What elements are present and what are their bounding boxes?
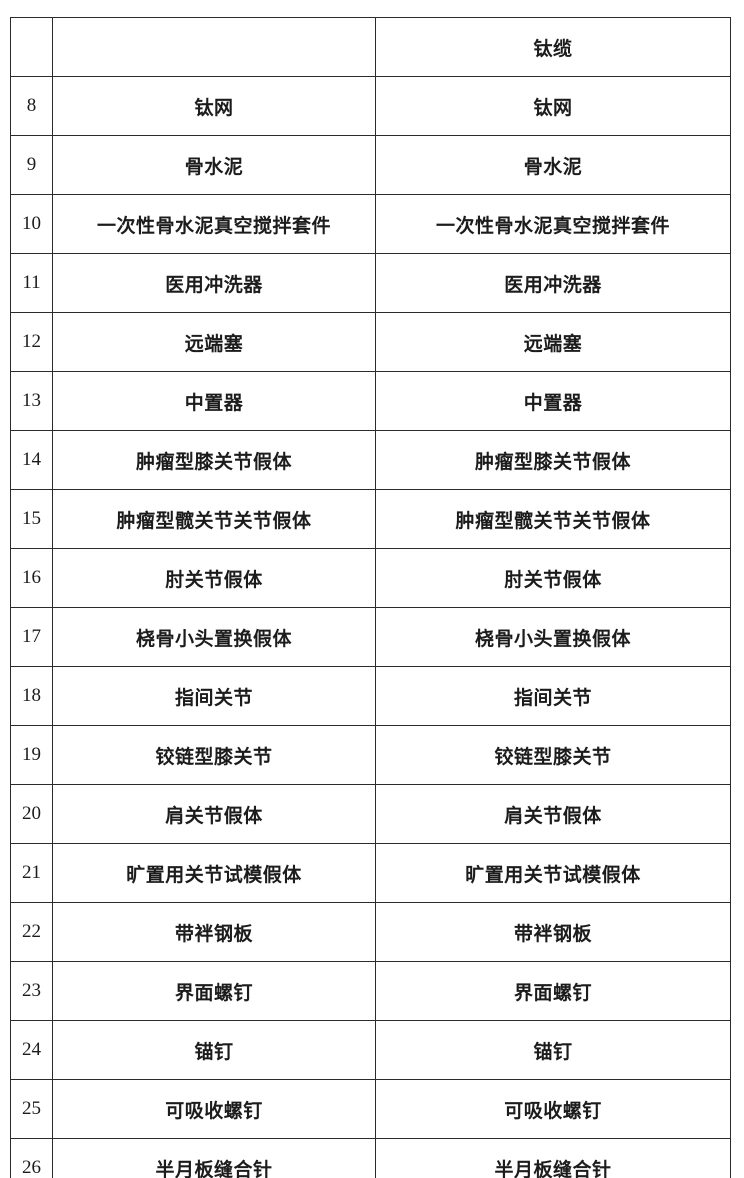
name-cell-right: 带袢钢板 <box>375 902 731 962</box>
name-cell-left: 肩关节假体 <box>52 784 376 844</box>
row-number-cell: 20 <box>10 784 53 844</box>
name-cell-right: 肘关节假体 <box>375 548 731 608</box>
name-cell-right: 界面螺钉 <box>375 961 731 1021</box>
name-cell-left: 医用冲洗器 <box>52 253 376 313</box>
name-cell-right: 钛缆 <box>375 17 731 77</box>
name-cell-left: 旷置用关节试模假体 <box>52 843 376 903</box>
table-row: 26 半月板缝合针 半月板缝合针 <box>10 1138 731 1178</box>
name-cell-right: 钛网 <box>375 76 731 136</box>
name-cell-left: 肿瘤型髋关节关节假体 <box>52 489 376 549</box>
table-row: 15 肿瘤型髋关节关节假体 肿瘤型髋关节关节假体 <box>10 489 731 549</box>
name-cell-left: 界面螺钉 <box>52 961 376 1021</box>
name-cell-right: 远端塞 <box>375 312 731 372</box>
row-number-cell: 18 <box>10 666 53 726</box>
table-row: 19 铰链型膝关节 铰链型膝关节 <box>10 725 731 785</box>
table-body: 钛缆 8 钛网 钛网 9 骨水泥 骨水泥 10 一次性骨水泥真空搅拌套件 一次性骨水泥真空搅拌套件… <box>10 17 731 1178</box>
row-number-cell: 10 <box>10 194 53 254</box>
row-number-cell: 21 <box>10 843 53 903</box>
table-row: 18 指间关节 指间关节 <box>10 666 731 726</box>
table-row: 21 旷置用关节试模假体 旷置用关节试模假体 <box>10 843 731 903</box>
name-cell-right: 肿瘤型髋关节关节假体 <box>375 489 731 549</box>
table-row: 25 可吸收螺钉 可吸收螺钉 <box>10 1079 731 1139</box>
name-cell-left: 远端塞 <box>52 312 376 372</box>
row-number-cell: 23 <box>10 961 53 1021</box>
name-cell-right: 肿瘤型膝关节假体 <box>375 430 731 490</box>
name-cell-right: 半月板缝合针 <box>375 1138 731 1178</box>
name-cell-left: 铰链型膝关节 <box>52 725 376 785</box>
name-cell-left: 可吸收螺钉 <box>52 1079 376 1139</box>
row-number-cell: 16 <box>10 548 53 608</box>
name-cell-right: 旷置用关节试模假体 <box>375 843 731 903</box>
table-row: 12 远端塞 远端塞 <box>10 312 731 372</box>
table-row: 13 中置器 中置器 <box>10 371 731 431</box>
table-row: 17 桡骨小头置换假体 桡骨小头置换假体 <box>10 607 731 667</box>
table-row: 11 医用冲洗器 医用冲洗器 <box>10 253 731 313</box>
name-cell-right: 指间关节 <box>375 666 731 726</box>
name-cell-left: 钛网 <box>52 76 376 136</box>
table-row: 16 肘关节假体 肘关节假体 <box>10 548 731 608</box>
row-number-cell <box>10 17 53 77</box>
row-number-cell: 19 <box>10 725 53 785</box>
table-row: 10 一次性骨水泥真空搅拌套件 一次性骨水泥真空搅拌套件 <box>10 194 731 254</box>
row-number-cell: 25 <box>10 1079 53 1139</box>
row-number-cell: 9 <box>10 135 53 195</box>
row-number-cell: 12 <box>10 312 53 372</box>
name-cell-left: 桡骨小头置换假体 <box>52 607 376 667</box>
table-row: 9 骨水泥 骨水泥 <box>10 135 731 195</box>
name-cell-right: 锚钉 <box>375 1020 731 1080</box>
row-number-cell: 11 <box>10 253 53 313</box>
table-row: 8 钛网 钛网 <box>10 76 731 136</box>
name-cell-right: 一次性骨水泥真空搅拌套件 <box>375 194 731 254</box>
name-cell-right: 可吸收螺钉 <box>375 1079 731 1139</box>
name-cell-left: 骨水泥 <box>52 135 376 195</box>
name-cell-right: 桡骨小头置换假体 <box>375 607 731 667</box>
row-number-cell: 22 <box>10 902 53 962</box>
name-cell-right: 铰链型膝关节 <box>375 725 731 785</box>
row-number-cell: 26 <box>10 1138 53 1178</box>
name-cell-right: 骨水泥 <box>375 135 731 195</box>
name-cell-left: 一次性骨水泥真空搅拌套件 <box>52 194 376 254</box>
table-row: 23 界面螺钉 界面螺钉 <box>10 961 731 1021</box>
row-number-cell: 14 <box>10 430 53 490</box>
row-number-cell: 24 <box>10 1020 53 1080</box>
row-number-cell: 17 <box>10 607 53 667</box>
name-cell-right: 中置器 <box>375 371 731 431</box>
row-number-cell: 15 <box>10 489 53 549</box>
name-cell-left: 半月板缝合针 <box>52 1138 376 1178</box>
name-cell-left: 肘关节假体 <box>52 548 376 608</box>
row-number-cell: 8 <box>10 76 53 136</box>
name-cell-left: 中置器 <box>52 371 376 431</box>
name-cell-right: 肩关节假体 <box>375 784 731 844</box>
name-cell-right: 医用冲洗器 <box>375 253 731 313</box>
name-cell-left: 肿瘤型膝关节假体 <box>52 430 376 490</box>
row-number-cell: 13 <box>10 371 53 431</box>
table-row: 14 肿瘤型膝关节假体 肿瘤型膝关节假体 <box>10 430 731 490</box>
device-catalog-table: 钛缆 8 钛网 钛网 9 骨水泥 骨水泥 10 一次性骨水泥真空搅拌套件 一次性骨水泥真空搅拌套件… <box>10 17 731 1178</box>
table-row: 钛缆 <box>10 17 731 77</box>
table-row: 20 肩关节假体 肩关节假体 <box>10 784 731 844</box>
table-row: 24 锚钉 锚钉 <box>10 1020 731 1080</box>
name-cell-left <box>52 17 376 77</box>
name-cell-left: 指间关节 <box>52 666 376 726</box>
name-cell-left: 带袢钢板 <box>52 902 376 962</box>
name-cell-left: 锚钉 <box>52 1020 376 1080</box>
table-row: 22 带袢钢板 带袢钢板 <box>10 902 731 962</box>
